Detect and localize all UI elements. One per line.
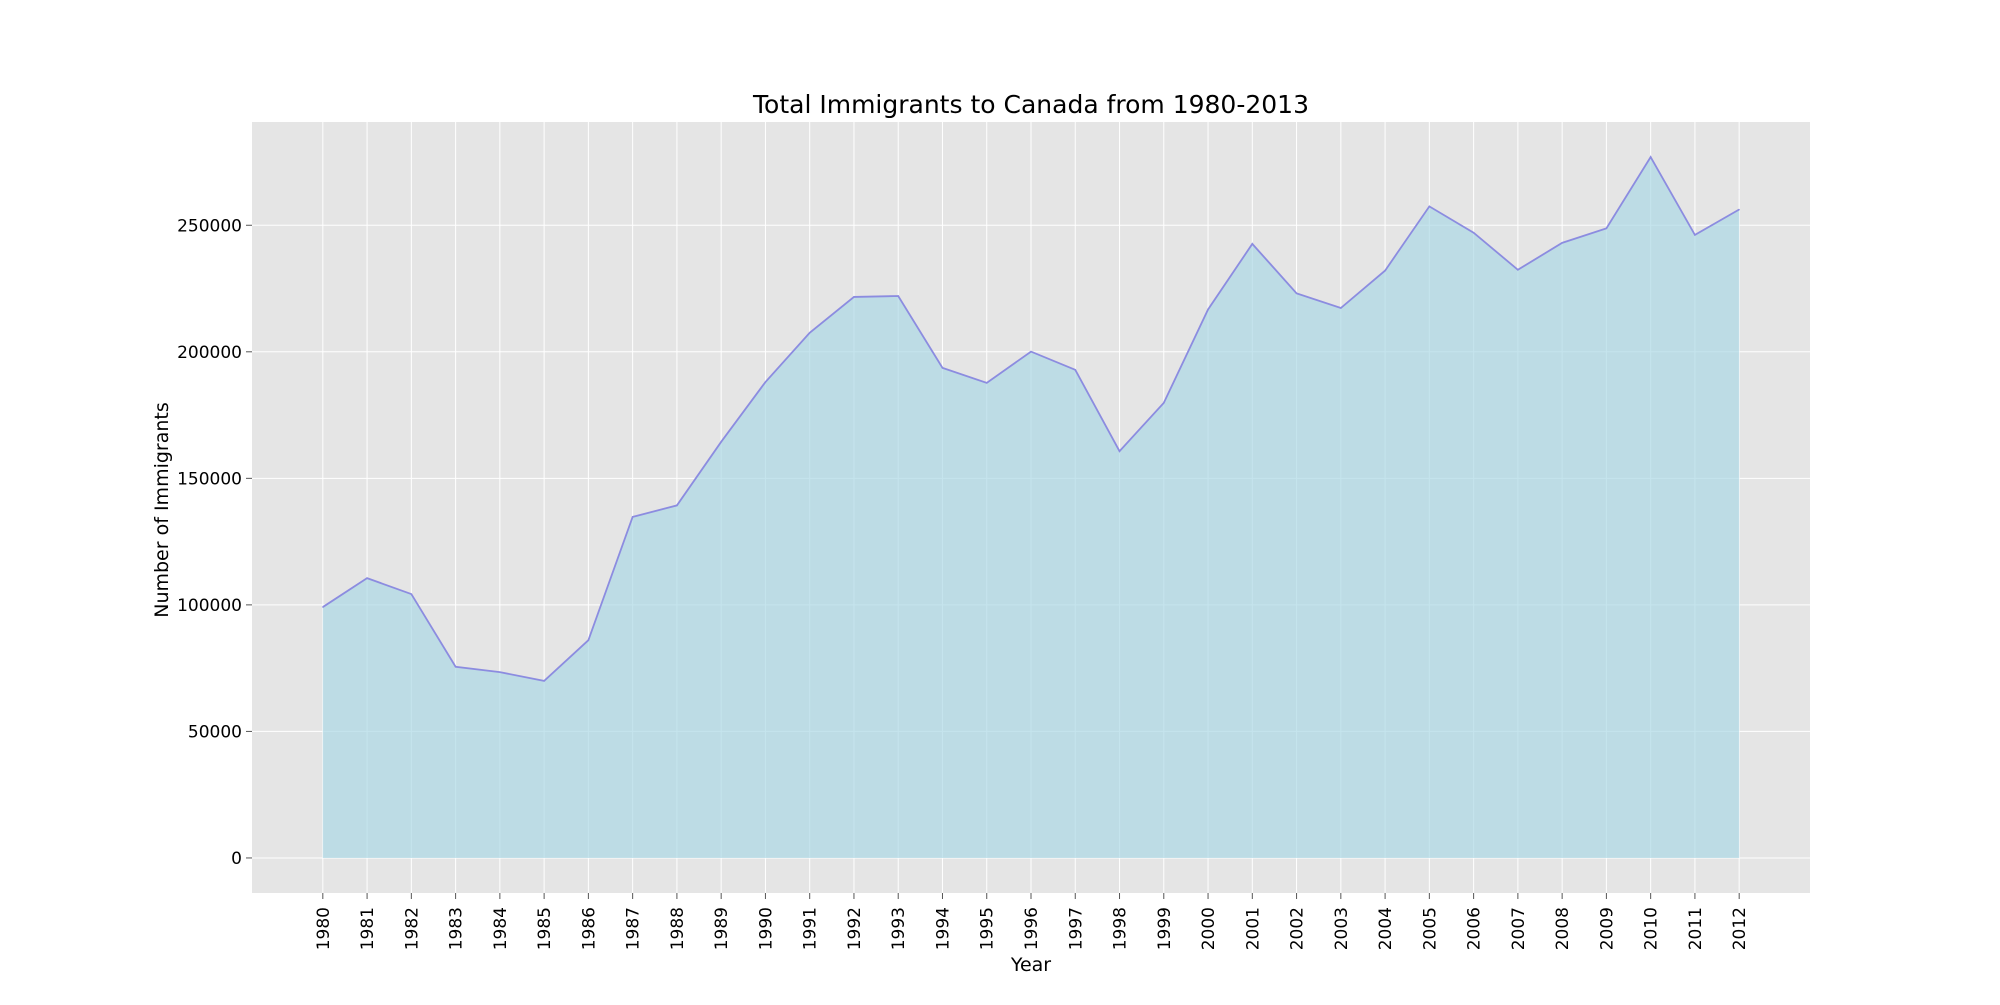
data-point xyxy=(587,639,589,641)
x-tick-label: 1984 xyxy=(491,907,511,950)
x-tick-label: 2000 xyxy=(1199,907,1219,950)
y-tick-label: 250000 xyxy=(177,216,242,236)
x-tick-label: 1986 xyxy=(579,907,599,950)
x-tick-label: 1999 xyxy=(1155,907,1175,950)
x-tick-label: 1996 xyxy=(1022,907,1042,950)
x-tick-label: 1987 xyxy=(624,907,644,950)
data-point xyxy=(322,606,324,608)
data-point xyxy=(941,367,944,369)
data-point xyxy=(1738,208,1740,211)
data-point xyxy=(1517,269,1519,271)
x-tick-label: 2001 xyxy=(1243,907,1263,950)
data-point xyxy=(1650,156,1652,158)
x-tick-label: 2011 xyxy=(1686,907,1706,950)
data-points xyxy=(322,156,1740,682)
x-tick-label: 1993 xyxy=(889,907,909,950)
x-tick-label: 1989 xyxy=(712,907,732,950)
data-point xyxy=(1030,350,1032,353)
y-tick-label: 200000 xyxy=(177,343,242,363)
x-tick-label: 2002 xyxy=(1288,907,1308,950)
x-tick-label: 1998 xyxy=(1111,907,1131,950)
data-point xyxy=(632,516,634,518)
x-tick-label: 2004 xyxy=(1376,907,1396,950)
data-point xyxy=(1428,205,1430,207)
x-tick-label: 1980 xyxy=(314,907,334,950)
x-tick-label: 2008 xyxy=(1553,907,1573,950)
x-tick-label: 1988 xyxy=(668,907,688,950)
y-axis-label: Number of Immigrants xyxy=(151,402,173,618)
x-tick-label: 2009 xyxy=(1597,907,1617,950)
x-tick-label: 2006 xyxy=(1465,907,1485,950)
x-tick-label: 1982 xyxy=(402,907,422,950)
x-tick-label: 1990 xyxy=(756,907,776,950)
y-tick-label: 150000 xyxy=(177,469,242,489)
data-point xyxy=(1694,234,1696,236)
x-tick-label: 1985 xyxy=(535,907,555,950)
x-tick-label: 2012 xyxy=(1730,907,1750,950)
data-point xyxy=(897,295,899,297)
x-tick-label: 2003 xyxy=(1332,907,1352,950)
data-point xyxy=(1207,308,1209,311)
x-tick-label: 1995 xyxy=(978,907,998,950)
data-point xyxy=(720,441,722,443)
x-axis-label: Year xyxy=(1010,954,1051,976)
x-tick-label: 1981 xyxy=(358,907,378,950)
data-point xyxy=(1251,243,1253,245)
y-tick-label: 0 xyxy=(231,849,242,869)
data-point xyxy=(1163,402,1165,404)
x-tick-label: 1997 xyxy=(1066,907,1086,950)
data-point xyxy=(1074,369,1076,371)
x-tick-label: 1992 xyxy=(845,907,865,950)
data-point xyxy=(1340,307,1342,309)
data-point xyxy=(809,332,811,334)
data-point xyxy=(543,680,545,682)
data-point xyxy=(1605,227,1607,229)
data-point xyxy=(1561,242,1563,244)
x-tick-label: 1983 xyxy=(447,907,467,950)
x-tick-label: 1994 xyxy=(933,907,953,950)
data-point xyxy=(499,671,501,673)
data-point xyxy=(1384,270,1386,272)
data-point xyxy=(676,504,678,507)
x-tick-label: 2007 xyxy=(1509,907,1529,950)
data-point xyxy=(366,577,368,579)
series-area-fill xyxy=(322,157,1740,858)
y-tick-label: 100000 xyxy=(177,596,242,616)
chart-title: Total Immigrants to Canada from 1980-201… xyxy=(752,90,1309,119)
y-axis-ticks: 0 50000 100000 150000 200000 250000 xyxy=(177,216,252,869)
y-tick-label: 50000 xyxy=(188,722,242,742)
data-point xyxy=(1295,292,1298,294)
data-point xyxy=(1118,450,1121,452)
x-tick-label: 2010 xyxy=(1642,907,1662,950)
x-axis-ticks: 1980 1981 1982 1983 1984 1985 1986 1987 1988 1989… xyxy=(314,893,1750,950)
x-tick-label: 1991 xyxy=(801,907,821,950)
x-tick-label: 2005 xyxy=(1420,907,1440,950)
data-point xyxy=(986,382,988,384)
data-point xyxy=(455,666,457,668)
data-point xyxy=(410,593,412,595)
data-point xyxy=(764,381,767,383)
data-point xyxy=(853,296,855,298)
data-point xyxy=(1473,232,1475,234)
